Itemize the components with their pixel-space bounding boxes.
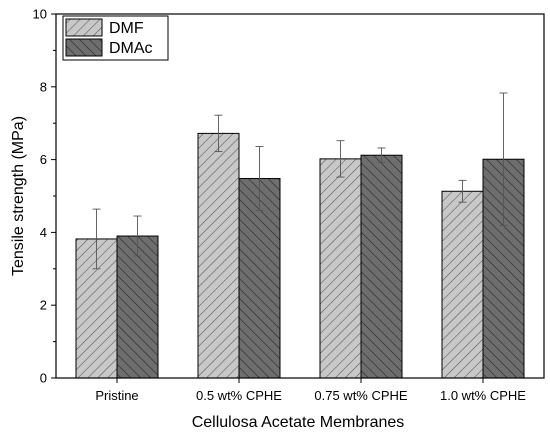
y-tick-label: 0 bbox=[40, 371, 47, 386]
bars bbox=[75, 132, 525, 379]
x-tick-label: 0.5 wt% CPHE bbox=[196, 388, 282, 403]
legend-label-dmac: DMAc bbox=[109, 40, 153, 57]
legend-label-dmf: DMF bbox=[109, 20, 144, 37]
y-tick-label: 2 bbox=[40, 298, 47, 313]
bar-dmac-1 bbox=[116, 235, 159, 379]
y-tick-label: 6 bbox=[40, 152, 47, 167]
bar-dmf-2 bbox=[197, 132, 240, 379]
bar-dmf-4 bbox=[441, 190, 484, 379]
legend-swatch-dmf bbox=[65, 18, 103, 37]
y-tick-label: 8 bbox=[40, 79, 47, 94]
bar-dmac-2 bbox=[238, 178, 281, 379]
legend: DMF DMAc bbox=[62, 15, 169, 61]
legend-swatch-dmac bbox=[65, 38, 103, 57]
x-tick-label: 1.0 wt% CPHE bbox=[440, 388, 526, 403]
error-bars bbox=[92, 92, 508, 270]
y-tick-label: 10 bbox=[33, 7, 47, 22]
x-tick-label: Pristine bbox=[95, 388, 138, 403]
y-tick-label: 4 bbox=[40, 225, 47, 240]
y-axis-title: Tensile strength (MPa) bbox=[10, 116, 27, 276]
bar-dmac-3 bbox=[360, 154, 403, 379]
axes: 0 2 4 6 8 10 Pristine 0.5 wt% CPHE 0.75 wt% CPHE… bbox=[33, 7, 545, 403]
bar-dmf-3 bbox=[319, 158, 362, 379]
x-tick-label: 0.75 wt% CPHE bbox=[314, 388, 408, 403]
x-axis-title: Cellulosa Acetate Membranes bbox=[192, 414, 405, 431]
